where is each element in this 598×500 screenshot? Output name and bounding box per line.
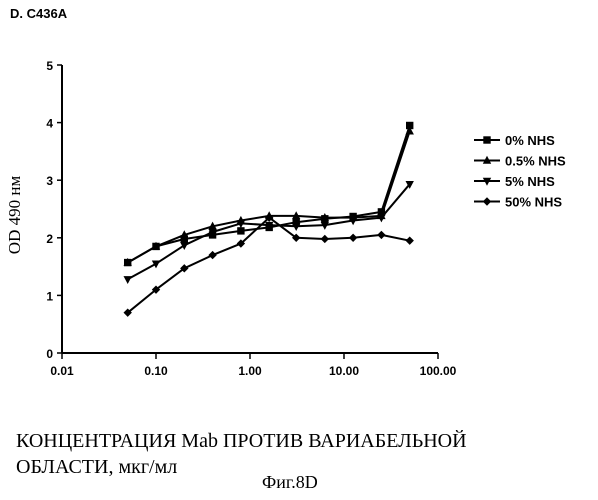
data-point-3-7 xyxy=(321,235,329,243)
y-tick-label-1: 1 xyxy=(46,289,53,303)
data-point-3-3 xyxy=(208,251,216,259)
y-tick-label-4: 4 xyxy=(46,117,53,131)
series-0 xyxy=(124,122,413,266)
data-point-3-9 xyxy=(377,231,385,239)
y-tick-label-5: 5 xyxy=(46,59,53,73)
figure-caption: Фиг.8D xyxy=(262,472,318,493)
y-axis-label: OD 490 нм xyxy=(5,176,24,255)
legend-label-3: 50% NHS xyxy=(505,195,562,210)
data-point-0-4 xyxy=(237,227,244,234)
series-2 xyxy=(124,181,414,284)
series-line-2 xyxy=(128,184,410,279)
data-point-2-0 xyxy=(124,276,132,284)
legend-item-0: 0% NHS xyxy=(474,133,555,148)
x-tick-label-3: 10.00 xyxy=(329,364,359,378)
legend-item-1: 0.5% NHS xyxy=(474,154,566,169)
x-tick-label-2: 1.00 xyxy=(238,364,262,378)
data-point-3-10 xyxy=(406,236,414,244)
legend-marker-3 xyxy=(483,197,491,205)
legend-label-1: 0.5% NHS xyxy=(505,154,566,169)
legend-item-3: 50% NHS xyxy=(474,195,562,210)
y-tick-label-0: 0 xyxy=(46,347,53,361)
legend-label-2: 5% NHS xyxy=(505,174,555,189)
series-line-0 xyxy=(128,126,410,263)
series-1 xyxy=(124,127,414,266)
legend-label-0: 0% NHS xyxy=(505,133,555,148)
x-tick-label-4: 100.00 xyxy=(420,364,457,378)
legend: 0% NHS 0.5% NHS 5% NHS 50% NHS xyxy=(474,133,566,210)
series-layer xyxy=(124,122,414,317)
x-axis-label-line1: КОНЦЕНТРАЦИЯ Mab ПРОТИВ ВАРИАБЕЛЬНОЙ xyxy=(16,428,596,454)
legend-item-2: 5% NHS xyxy=(474,174,555,189)
x-tick-label-1: 0.10 xyxy=(144,364,168,378)
y-tick-label-2: 2 xyxy=(46,232,53,246)
series-line-3 xyxy=(128,218,410,313)
y-tick-label-3: 3 xyxy=(46,174,53,188)
x-tick-label-0: 0.01 xyxy=(50,364,74,378)
data-point-3-8 xyxy=(349,234,357,242)
legend-marker-0 xyxy=(483,136,490,143)
